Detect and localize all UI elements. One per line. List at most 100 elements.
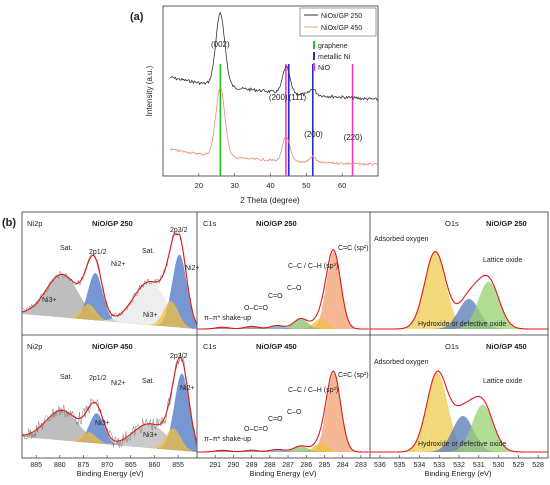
c1s-x-tick-label: 286 (300, 462, 312, 469)
ni2p-component-sat- (22, 410, 197, 452)
c1s-bottom-label-shakeup: π–π* shake-up (204, 436, 251, 443)
ni2p-x-tick-label: 875 (78, 462, 90, 469)
c1s-x-tick-label: 287 (282, 462, 294, 469)
ni2p-component-sat- (22, 274, 197, 329)
c1s-component-c-c-sp- (197, 251, 370, 329)
ni2p-component-ni3- (22, 428, 197, 452)
o1s-x-tick-label: 528 (532, 462, 544, 469)
o1s-x-tick-label: 531 (473, 462, 485, 469)
ni2p-bottom-label-2p12: 2p1/2 (89, 375, 107, 382)
c1s-component--shake-up (197, 450, 370, 452)
ni2p-x-tick-label: 855 (172, 462, 184, 469)
o1s-top-chart (370, 251, 548, 330)
c1s-xlabel: Binding Energy (eV) (249, 469, 317, 478)
ni2p-bottom-label-sat1: Sat. (60, 374, 73, 381)
ni2p-envelope (21, 357, 198, 443)
o1s-top-element: O1s (445, 219, 459, 228)
o1s-top-label-hydroxide: Hydroxide or defective oxide (418, 321, 506, 328)
ni2p-x-tick-label: 870 (101, 462, 113, 469)
o1s-x-tick-label: 529 (512, 462, 524, 469)
xrd-x-tick-label: 20 (195, 181, 203, 190)
c1s-bottom-annotations: C=C (sp²) C–C / C–H (sp³) C–O C=O O–C=O … (204, 372, 369, 443)
c1s-top-label-co: C–O (287, 285, 302, 292)
o1s-bottom-label-hydroxide: Hydroxide or defective oxide (418, 441, 506, 448)
ni2p-top-label-sat2: Sat. (142, 248, 155, 255)
xrd-ylabel: Intensity (a.u.) (145, 65, 154, 116)
xrd-legend-2: NiOx/GP 450 (321, 25, 362, 32)
c1s-x-tick-label: 284 (337, 462, 349, 469)
c1s-component--shake-up (197, 327, 370, 329)
c1s-bottom-label-ocdblo: O–C=O (244, 426, 268, 433)
ni2p-bottom-chart (21, 352, 198, 452)
c1s-bottom-label-c-dbl-o: C=O (268, 416, 283, 423)
c1s-top-element: C1s (203, 219, 217, 228)
o1s-bottom-sample: NiO/GP 450 (486, 342, 527, 351)
ni2p-component-ni3- (22, 301, 197, 329)
c1s-bottom-element: C1s (203, 342, 217, 351)
xrd-series-nio-gp-450 (169, 86, 379, 166)
c1s-x-tick-label: 283 (355, 462, 367, 469)
o1s-component-lattice-oxide (370, 281, 548, 329)
c1s-x-tick-label: 290 (228, 462, 240, 469)
o1s-top-sample: NiO/GP 250 (486, 219, 527, 228)
c1s-bottom-label-sp2: C=C (sp²) (338, 372, 369, 379)
ni2p-top-chart (21, 230, 198, 329)
c1s-component-c-c-c-h-sp- (197, 318, 370, 329)
c1s-top-chart (197, 249, 370, 330)
xrd-peak-label: (002) (211, 40, 230, 49)
c1s-x-tick-label: 289 (246, 462, 258, 469)
xrd-peak-label: (200) (304, 130, 323, 139)
c1s-bottom-label-co: C–O (287, 409, 302, 416)
c1s-envelope (197, 370, 369, 453)
xrd-peak-label: (220) (344, 133, 363, 142)
ni2p-bottom-label-2p32: 2p3/2 (170, 353, 188, 360)
ni2p-component-sat- (22, 423, 197, 452)
panel-b-label: (b) (2, 217, 16, 229)
o1s-x-tick-label: 536 (374, 462, 386, 469)
xrd-x-tick-label: 40 (266, 181, 274, 190)
ni2p-component-ni2- (22, 273, 197, 329)
ni2p-top-label-2p12: 2p1/2 (89, 249, 107, 256)
o1s-bottom-chart (370, 370, 548, 453)
ni2p-raw-data (21, 352, 198, 448)
c1s-x-tick-label: 285 (319, 462, 331, 469)
c1s-bottom-chart (197, 370, 370, 453)
ni2p-top-label-2p32: 2p3/2 (170, 227, 188, 234)
ni2p-xlabel: Binding Energy (eV) (76, 469, 144, 478)
ref-legend-metallic-ni: metallic Ni (318, 54, 351, 61)
o1s-top-annotations: Adsorbed oxygen Lattice oxide Hydroxide … (374, 236, 522, 328)
xrd-x-tick-label: 30 (230, 181, 238, 190)
c1s-top-annotations: C=C (sp²) C–C / C–H (sp³) C–O C=O O–C=O … (204, 245, 369, 322)
o1s-x-tick-label: 535 (394, 462, 406, 469)
xrd-peak-label: (200) (269, 93, 288, 102)
xrd-x-tick-label: 50 (302, 181, 310, 190)
o1s-x-tick-label: 532 (453, 462, 465, 469)
ni2p-component-sat- (22, 282, 197, 329)
ni2p-top-label-ni2plus-b: Ni2+ (185, 265, 200, 272)
o1s-component-hydroxide-or-defective-oxide (370, 299, 548, 329)
xrd-series-nio-gp-250 (170, 11, 379, 101)
c1s-top-sample: NiO/GP 250 (256, 219, 297, 228)
o1s-component-hydroxide-or-defective-oxide (370, 415, 548, 452)
ni2p-bottom-element: Ni2p (27, 342, 42, 351)
o1s-bottom-label-adsorbed: Adsorbed oxygen (374, 359, 429, 366)
ni2p-bottom-label-ni2plus-b: Ni2+ (180, 385, 195, 392)
c1s-top-label-shakeup: π–π* shake-up (204, 315, 251, 322)
ni2p-bottom-label-ni2plus-a: Ni2+ (111, 380, 126, 387)
xrd-x-tick-label: 60 (338, 181, 346, 190)
c1s-top-label-c-dbl-o: C=O (268, 293, 283, 300)
c1s-x-tick-label: 288 (264, 462, 276, 469)
ni2p-envelope (21, 233, 198, 325)
o1s-x-tick-label: 534 (414, 462, 426, 469)
xrd-reference-legend: graphene metallic Ni NiO (313, 41, 351, 72)
panel-a-label: (a) (130, 11, 144, 23)
c1s-x-tick-label: 291 (209, 462, 221, 469)
ni2p-bottom-annotations: Sat. 2p1/2 Ni2+ Ni3+ Sat. Ni3+ 2p3/2 Ni2… (60, 353, 195, 439)
ni2p-top-label-ni3plus-b: Ni3+ (143, 312, 158, 319)
o1s-bottom-annotations: Adsorbed oxygen Lattice oxide Hydroxide … (374, 359, 522, 448)
c1s-component-c-o (197, 325, 370, 329)
xrd-sample-legend (299, 7, 377, 37)
c1s-top-label-sp2: C=C (sp²) (338, 245, 369, 252)
ref-legend-graphene: graphene (318, 43, 348, 50)
